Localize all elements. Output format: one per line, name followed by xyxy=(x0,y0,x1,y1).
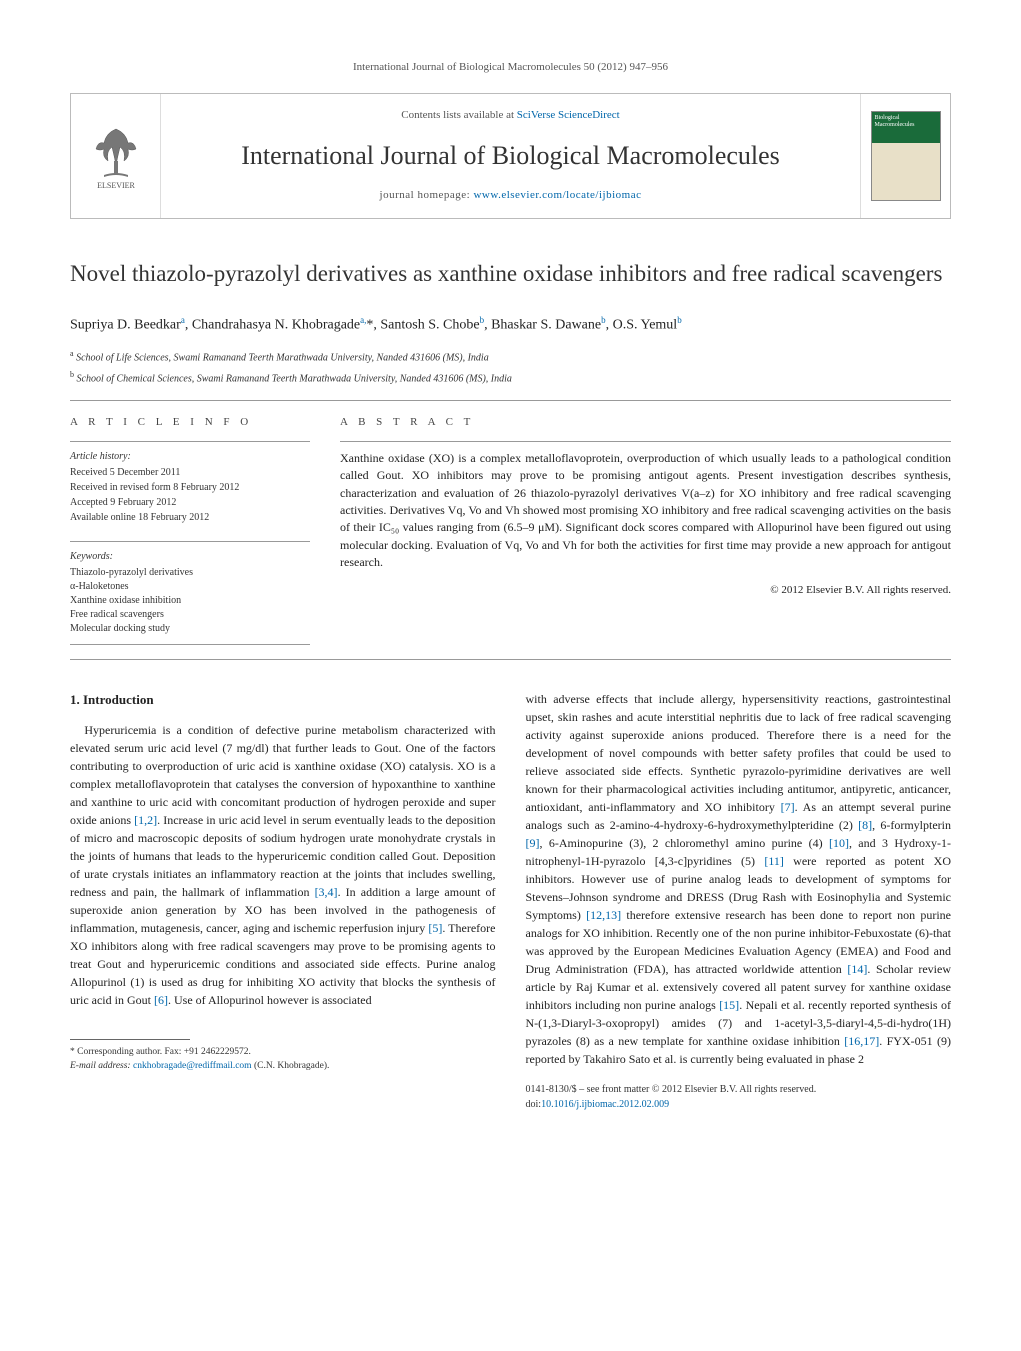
doi-line: doi:10.1016/j.ijbiomac.2012.02.009 xyxy=(526,1097,952,1112)
article-info-column: A R T I C L E I N F O Article history: R… xyxy=(70,415,310,644)
abstract-column: A B S T R A C T Xanthine oxidase (XO) is… xyxy=(340,415,951,644)
contents-available-line: Contents lists available at SciVerse Sci… xyxy=(171,108,850,123)
journal-name: International Journal of Biological Macr… xyxy=(171,138,850,174)
email-label: E-mail address: xyxy=(70,1061,133,1071)
corr-author-line: * Corresponding author. Fax: +91 2462229… xyxy=(70,1046,496,1059)
abstract-text: Xanthine oxidase (XO) is a complex metal… xyxy=(340,441,951,572)
email-suffix: (C.N. Khobragade). xyxy=(252,1061,330,1071)
history-revised: Received in revised form 8 February 2012 xyxy=(70,481,310,495)
keyword-item: Free radical scavengers xyxy=(70,608,310,622)
history-online: Available online 18 February 2012 xyxy=(70,511,310,525)
keyword-item: Molecular docking study xyxy=(70,622,310,636)
intro-paragraph-right: with adverse effects that include allerg… xyxy=(526,690,952,1068)
keyword-item: α-Haloketones xyxy=(70,580,310,594)
cover-label: Biological Macromolecules xyxy=(875,115,937,128)
journal-header: ELSEVIER Contents lists available at Sci… xyxy=(70,93,951,218)
footnote-rule xyxy=(70,1039,190,1040)
header-center: Contents lists available at SciVerse Sci… xyxy=(161,94,860,217)
elsevier-tree-icon: ELSEVIER xyxy=(86,121,146,191)
history-label: Article history: xyxy=(70,450,310,464)
homepage-prefix: journal homepage: xyxy=(380,189,474,201)
homepage-line: journal homepage: www.elsevier.com/locat… xyxy=(171,188,850,203)
keywords-block: Keywords: Thiazolo-pyrazolyl derivatives… xyxy=(70,541,310,645)
affiliation-line: a School of Life Sciences, Swami Ramanan… xyxy=(70,348,951,365)
keyword-item: Thiazolo-pyrazolyl derivatives xyxy=(70,566,310,580)
rule-top xyxy=(70,400,951,401)
journal-cover-thumbnail: Biological Macromolecules xyxy=(871,111,941,201)
article-title: Novel thiazolo-pyrazolyl derivatives as … xyxy=(70,259,951,289)
copyright-line: © 2012 Elsevier B.V. All rights reserved… xyxy=(340,583,951,598)
article-info-label: A R T I C L E I N F O xyxy=(70,415,310,430)
affiliation-line: b School of Chemical Sciences, Swami Ram… xyxy=(70,369,951,386)
meta-abstract-row: A R T I C L E I N F O Article history: R… xyxy=(70,415,951,644)
abstract-label: A B S T R A C T xyxy=(340,415,951,430)
sciencedirect-link[interactable]: SciVerse ScienceDirect xyxy=(517,109,620,121)
front-matter-line: 0141-8130/$ – see front matter © 2012 El… xyxy=(526,1082,952,1097)
doi-prefix: doi: xyxy=(526,1099,542,1110)
body-column-right: with adverse effects that include allerg… xyxy=(526,690,952,1112)
doi-block: 0141-8130/$ – see front matter © 2012 El… xyxy=(526,1082,952,1112)
cover-thumb-cell: Biological Macromolecules xyxy=(860,94,950,217)
keywords-label: Keywords: xyxy=(70,550,310,564)
intro-paragraph-left: Hyperuricemia is a condition of defectiv… xyxy=(70,721,496,1009)
running-head: International Journal of Biological Macr… xyxy=(70,60,951,75)
publisher-logo-cell: ELSEVIER xyxy=(71,94,161,217)
article-history: Article history: Received 5 December 201… xyxy=(70,441,310,525)
body-column-left: 1. Introduction Hyperuricemia is a condi… xyxy=(70,690,496,1112)
authors-line: Supriya D. Beedkara, Chandrahasya N. Kho… xyxy=(70,314,951,335)
svg-text:ELSEVIER: ELSEVIER xyxy=(97,181,135,190)
history-accepted: Accepted 9 February 2012 xyxy=(70,496,310,510)
corr-email-link[interactable]: cnkhobragade@rediffmail.com xyxy=(133,1061,252,1071)
homepage-link[interactable]: www.elsevier.com/locate/ijbiomac xyxy=(473,189,641,201)
keyword-item: Xanthine oxidase inhibition xyxy=(70,594,310,608)
corresponding-footnote: * Corresponding author. Fax: +91 2462229… xyxy=(70,1046,496,1073)
rule-bottom xyxy=(70,659,951,660)
corr-email-line: E-mail address: cnkhobragade@rediffmail.… xyxy=(70,1060,496,1073)
body-columns: 1. Introduction Hyperuricemia is a condi… xyxy=(70,690,951,1112)
history-received: Received 5 December 2011 xyxy=(70,466,310,480)
intro-heading: 1. Introduction xyxy=(70,690,496,710)
page: International Journal of Biological Macr… xyxy=(0,0,1021,1152)
affiliations: a School of Life Sciences, Swami Ramanan… xyxy=(70,348,951,387)
contents-prefix: Contents lists available at xyxy=(401,109,516,121)
doi-link[interactable]: 10.1016/j.ijbiomac.2012.02.009 xyxy=(541,1099,669,1110)
